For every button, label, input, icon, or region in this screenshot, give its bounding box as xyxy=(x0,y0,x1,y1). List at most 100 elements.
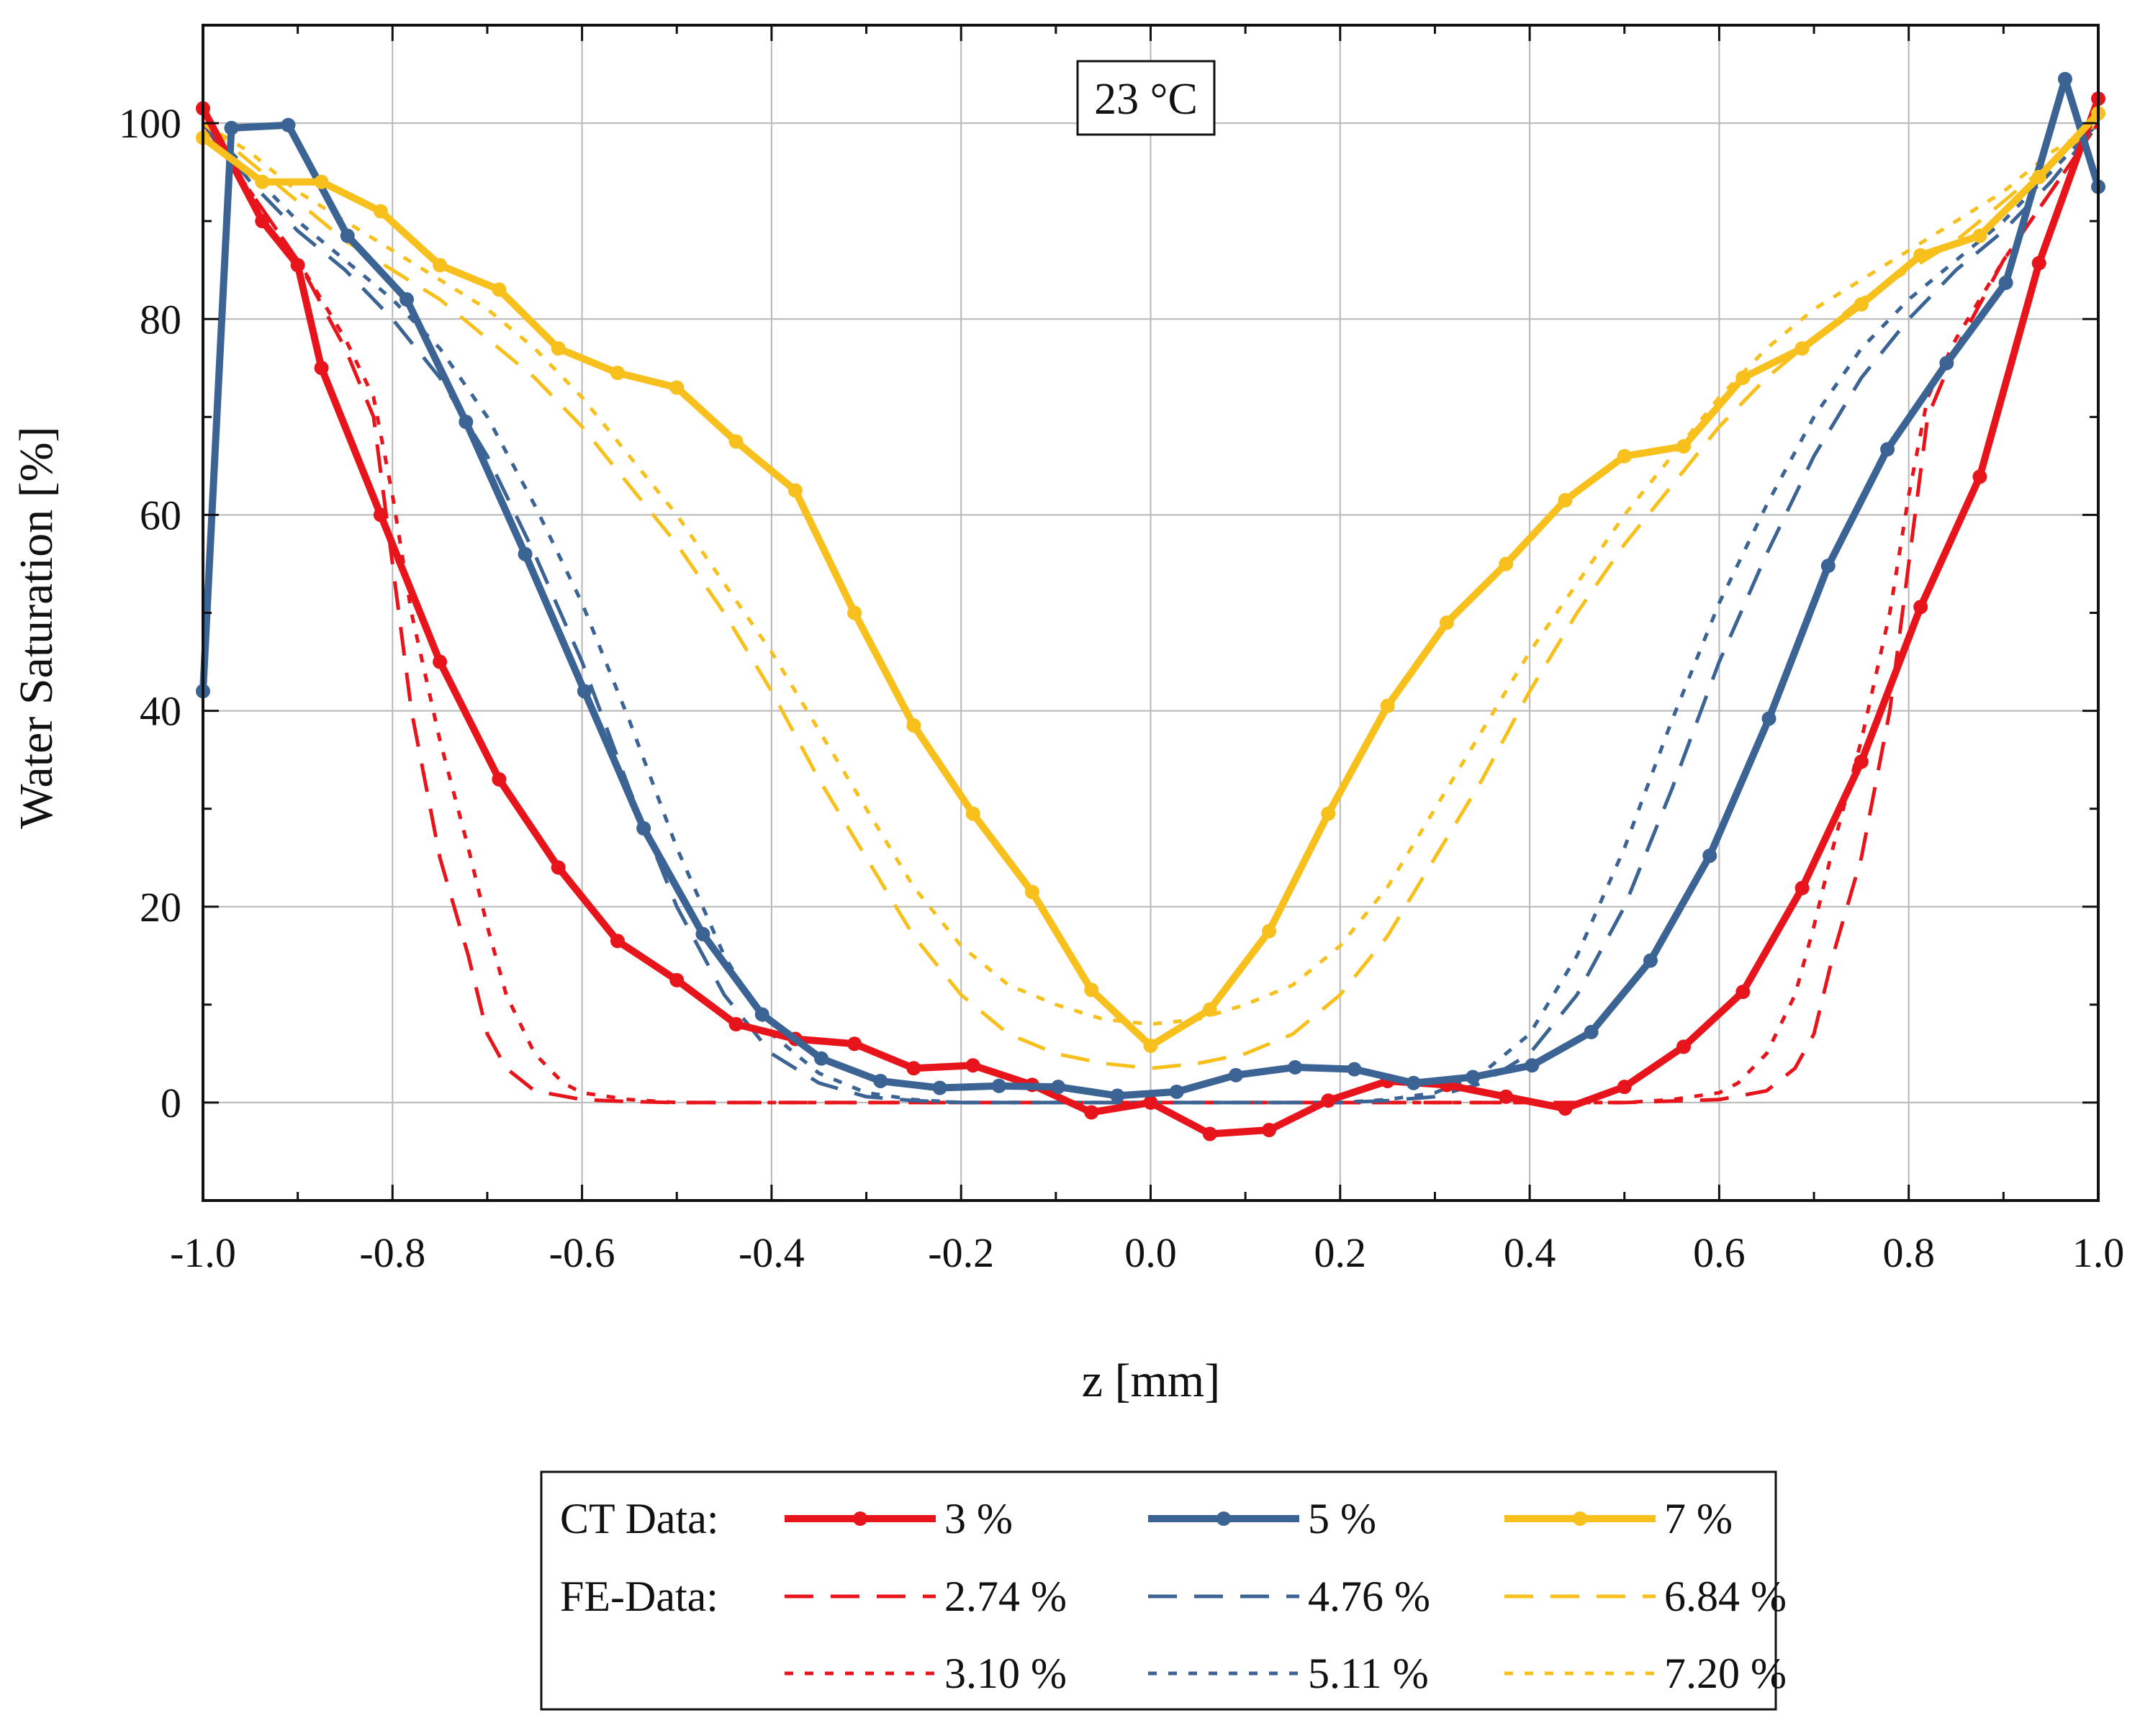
x-tick-label: 0.6 xyxy=(1693,1229,1746,1276)
x-tick-label: -0.8 xyxy=(359,1229,425,1276)
x-tick-label: 0.0 xyxy=(1124,1229,1177,1276)
series-line-3- xyxy=(199,97,2102,1138)
data-point xyxy=(433,654,448,669)
data-point xyxy=(1347,1062,1362,1077)
x-tick-label: -0.4 xyxy=(739,1229,805,1276)
data-point xyxy=(1617,448,1632,464)
data-point xyxy=(636,820,651,836)
data-point xyxy=(459,415,474,430)
data-point xyxy=(1676,439,1692,454)
legend-marker xyxy=(1573,1511,1587,1526)
x-tick-label: 0.4 xyxy=(1504,1229,1556,1276)
data-point xyxy=(669,380,685,395)
data-point xyxy=(1676,1039,1692,1054)
data-point xyxy=(1794,341,1810,356)
ct-series-layer xyxy=(196,71,2105,1141)
data-point xyxy=(1998,275,2013,290)
x-tick-label: 1.0 xyxy=(2072,1229,2125,1276)
series-line-5-11- xyxy=(202,122,2100,1105)
data-point xyxy=(1380,698,1395,713)
y-tick-label: 40 xyxy=(140,688,181,735)
data-point xyxy=(965,1058,980,1073)
legend-entry: 3.10 % xyxy=(944,1650,1067,1697)
data-point xyxy=(1202,1002,1217,1017)
data-point xyxy=(906,718,921,733)
x-tick-label: -0.2 xyxy=(928,1229,994,1276)
data-point xyxy=(728,1017,744,1032)
data-point xyxy=(551,860,566,875)
legend-entry: 4.76 % xyxy=(1308,1573,1430,1620)
legend-entry: 2.74 % xyxy=(944,1573,1067,1620)
data-point xyxy=(255,174,270,189)
data-point xyxy=(1854,297,1869,312)
legend-entry: 3 % xyxy=(944,1495,1013,1542)
data-point xyxy=(1084,1105,1099,1120)
data-point xyxy=(1228,1067,1243,1082)
y-tick-label: 100 xyxy=(119,100,181,147)
annotation-text: 23 °C xyxy=(1094,75,1198,124)
data-point xyxy=(610,933,625,949)
data-point xyxy=(1406,1075,1421,1090)
data-point xyxy=(906,1061,921,1076)
data-point xyxy=(373,507,388,523)
legend: CT Data: FE-Data: 3 % 5 % 7 % 2.74 % 4.76 % 6… xyxy=(540,1470,1787,1711)
data-point xyxy=(399,292,415,307)
data-point xyxy=(1735,370,1751,385)
data-point xyxy=(1794,880,1810,895)
data-point xyxy=(2031,169,2046,184)
series-line-5- xyxy=(199,75,2102,1100)
legend-entry: 7.20 % xyxy=(1664,1650,1787,1697)
data-point xyxy=(1143,1038,1158,1053)
data-point xyxy=(314,361,329,376)
data-point xyxy=(1321,1093,1336,1108)
data-point xyxy=(1499,556,1514,571)
x-tick-label: -1.0 xyxy=(170,1229,236,1276)
data-point xyxy=(1913,600,1928,615)
legend-marker xyxy=(853,1511,867,1526)
x-axis-title: z [mm] xyxy=(1082,1355,1220,1407)
data-point xyxy=(1939,356,1954,371)
temperature-annotation: 23 °C xyxy=(1076,60,1216,136)
y-axis-title: Water Saturation [%] xyxy=(10,426,63,828)
data-point xyxy=(932,1080,947,1095)
data-point xyxy=(314,174,329,189)
data-point xyxy=(1735,985,1751,1000)
legend-fe-label: FE-Data: xyxy=(560,1573,718,1620)
data-point xyxy=(1854,754,1869,769)
data-point xyxy=(847,605,862,620)
data-point xyxy=(1525,1058,1540,1073)
data-point xyxy=(577,684,592,699)
data-point xyxy=(492,772,507,787)
data-point xyxy=(873,1073,888,1088)
legend-entry: 5 % xyxy=(1308,1495,1376,1542)
data-point xyxy=(1051,1080,1066,1095)
data-point xyxy=(281,117,296,132)
data-point xyxy=(551,341,566,356)
legend-entry: 5.11 % xyxy=(1308,1650,1429,1697)
data-point xyxy=(2057,71,2072,86)
data-point xyxy=(1321,806,1336,821)
data-point xyxy=(1584,1024,1599,1039)
legend-ct-label: CT Data: xyxy=(560,1495,719,1542)
data-point xyxy=(814,1051,829,1066)
data-point xyxy=(518,546,533,561)
x-tick-label: -0.6 xyxy=(549,1229,615,1276)
data-point xyxy=(1024,885,1039,900)
data-point xyxy=(492,282,507,297)
legend-entry: 7 % xyxy=(1664,1495,1733,1542)
data-point xyxy=(255,214,270,229)
data-point xyxy=(847,1036,862,1052)
x-tick-label: 0.2 xyxy=(1314,1229,1367,1276)
axes: -1.0 -0.8 -0.6 -0.4 -0.2 0.0 0.2 0.4 0.6 0.8 1.0 0 2… xyxy=(119,24,2125,1276)
data-point xyxy=(1558,493,1573,508)
data-point xyxy=(1880,442,1895,457)
data-point xyxy=(1202,1126,1217,1141)
data-point xyxy=(1820,559,1836,574)
data-point xyxy=(1499,1089,1514,1104)
data-point xyxy=(1972,228,1987,243)
data-point xyxy=(610,366,625,381)
data-point xyxy=(1972,469,1987,484)
data-point xyxy=(1169,1084,1184,1099)
data-point xyxy=(1558,1101,1573,1116)
